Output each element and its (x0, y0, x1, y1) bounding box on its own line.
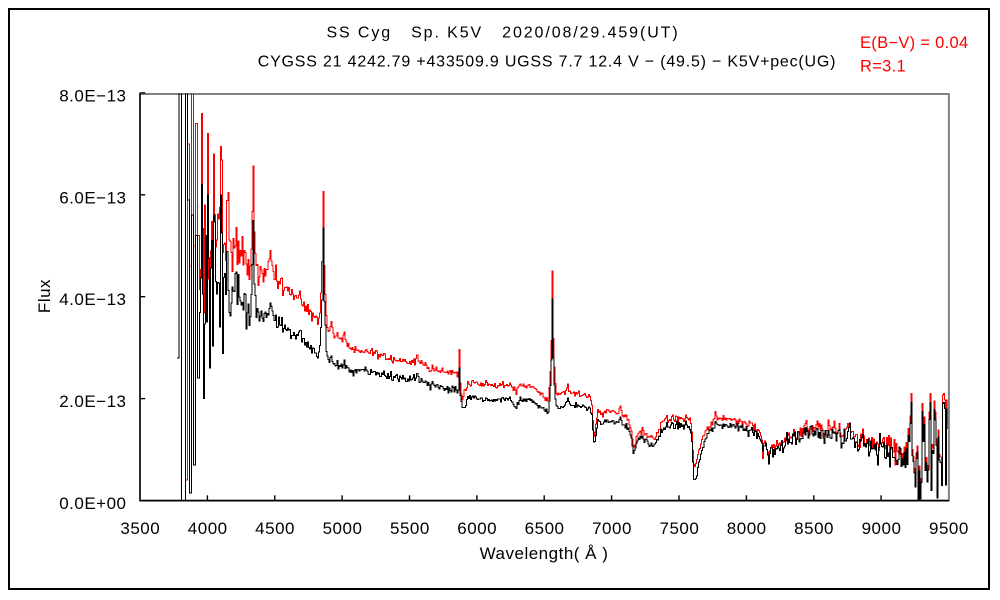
svg-text:8500: 8500 (794, 519, 834, 538)
svg-text:9500: 9500 (929, 519, 969, 538)
svg-text:4500: 4500 (255, 519, 295, 538)
svg-text:E(B−V) = 0.04: E(B−V) = 0.04 (860, 34, 968, 52)
svg-text:8.0E−13: 8.0E−13 (59, 86, 126, 105)
svg-text:4000: 4000 (188, 519, 228, 538)
svg-text:6.0E−13: 6.0E−13 (59, 188, 126, 207)
svg-text:8000: 8000 (727, 519, 767, 538)
svg-text:5000: 5000 (323, 519, 363, 538)
svg-text:7500: 7500 (659, 519, 699, 538)
svg-text:5500: 5500 (390, 519, 430, 538)
svg-text:6000: 6000 (457, 519, 497, 538)
svg-text:9000: 9000 (862, 519, 902, 538)
svg-text:Wavelength( Å ): Wavelength( Å ) (480, 544, 609, 563)
svg-text:CYGSS 21 4242.79 +433509.9 UGS: CYGSS 21 4242.79 +433509.9 UGSS 7.7 12.4… (258, 53, 837, 70)
svg-text:3500: 3500 (120, 519, 160, 538)
svg-text:Flux: Flux (35, 279, 54, 313)
svg-text:2.0E−13: 2.0E−13 (59, 392, 126, 411)
svg-text:R=3.1: R=3.1 (860, 58, 906, 76)
svg-text:SS Cyg Sp. K5V 2020/08/29.: SS Cyg Sp. K5V 2020/08/29.459(UT) (326, 25, 679, 42)
svg-text:7000: 7000 (592, 519, 632, 538)
svg-text:4.0E−13: 4.0E−13 (59, 290, 126, 309)
svg-text:0.0E+00: 0.0E+00 (59, 494, 126, 513)
svg-text:6500: 6500 (525, 519, 565, 538)
